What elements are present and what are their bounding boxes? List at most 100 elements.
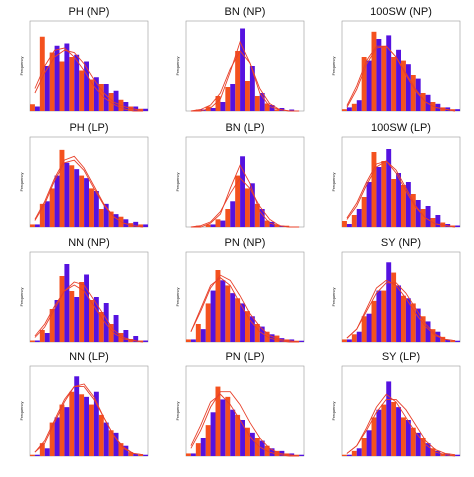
bar xyxy=(450,340,456,342)
bar xyxy=(264,220,270,227)
bar xyxy=(89,79,94,111)
bar xyxy=(49,309,55,342)
bar xyxy=(225,209,231,227)
bar xyxy=(371,417,377,456)
bar xyxy=(351,450,357,456)
fit-curve xyxy=(190,393,300,457)
fit-curve xyxy=(34,49,144,112)
bar xyxy=(220,220,226,227)
bar xyxy=(190,453,196,456)
y-axis-label: Frequency xyxy=(19,402,24,421)
bar xyxy=(240,420,245,456)
fit-curve xyxy=(346,279,456,342)
bar xyxy=(143,454,148,456)
bar xyxy=(405,420,411,456)
y-axis-label: Frequency xyxy=(19,288,24,307)
bar xyxy=(405,182,411,227)
bar xyxy=(376,409,382,456)
fit-curve xyxy=(34,386,144,456)
bar xyxy=(420,93,426,111)
bar xyxy=(108,211,114,227)
bar xyxy=(186,339,191,342)
bar xyxy=(103,422,109,456)
fit-curve xyxy=(190,164,300,228)
bar xyxy=(210,108,216,111)
bar xyxy=(396,173,401,227)
bar xyxy=(93,297,99,342)
bar xyxy=(69,391,75,456)
bar xyxy=(366,313,372,342)
bar xyxy=(371,300,377,342)
bar xyxy=(200,329,206,342)
bar xyxy=(34,454,40,456)
bar xyxy=(64,43,70,111)
bar xyxy=(259,326,265,342)
chart-title: PH (NP) xyxy=(69,6,110,18)
bar xyxy=(79,70,85,111)
bar xyxy=(455,225,460,227)
bar xyxy=(84,178,89,227)
bar xyxy=(69,291,75,342)
bar xyxy=(455,109,460,111)
bar xyxy=(376,290,382,342)
y-axis-label: Frequency xyxy=(175,288,180,307)
bar xyxy=(420,209,426,227)
bar xyxy=(113,90,119,111)
bar xyxy=(240,303,245,342)
bar xyxy=(440,336,446,342)
bar xyxy=(74,54,80,111)
bar xyxy=(54,175,60,227)
bar xyxy=(79,175,85,227)
bar xyxy=(361,57,367,111)
bar xyxy=(195,443,201,456)
bar xyxy=(39,443,45,456)
bar xyxy=(93,191,99,227)
bar xyxy=(342,339,347,342)
bar xyxy=(415,308,421,342)
bar xyxy=(123,330,129,342)
bar xyxy=(93,391,99,456)
y-axis-label: Frequency xyxy=(19,57,24,76)
bar xyxy=(123,102,129,111)
fit-curve xyxy=(190,40,300,112)
bar xyxy=(386,149,392,227)
bar xyxy=(376,167,382,227)
bar xyxy=(220,102,226,111)
bar xyxy=(84,61,89,111)
bar xyxy=(138,454,144,456)
bar xyxy=(386,35,392,111)
y-axis-label: Frequency xyxy=(175,402,180,421)
bar xyxy=(396,49,401,111)
bar xyxy=(425,206,431,227)
bar xyxy=(386,262,392,342)
bar xyxy=(215,386,221,456)
bar xyxy=(230,84,236,111)
bar xyxy=(254,203,260,227)
bar xyxy=(396,407,401,456)
bar xyxy=(391,272,397,342)
bar xyxy=(440,453,446,456)
bar xyxy=(346,107,352,111)
bar xyxy=(186,453,191,456)
bar xyxy=(84,396,89,456)
bar xyxy=(401,60,406,111)
chart-title: NN (LP) xyxy=(69,351,109,363)
chart-title: SY (LP) xyxy=(382,351,420,363)
bar xyxy=(405,64,411,111)
bar xyxy=(455,454,460,456)
bar xyxy=(235,175,241,227)
bar xyxy=(415,78,421,111)
bar xyxy=(79,282,85,342)
y-axis-label: Frequency xyxy=(331,402,336,421)
bar xyxy=(210,224,216,227)
bar xyxy=(410,427,416,456)
bar xyxy=(49,52,55,111)
chart-title: BN (NP) xyxy=(225,6,266,18)
bar xyxy=(386,381,392,456)
bar xyxy=(108,324,114,342)
bar xyxy=(249,183,255,227)
y-axis-label: Frequency xyxy=(331,57,336,76)
bar xyxy=(396,285,401,342)
bar xyxy=(420,438,426,456)
bar xyxy=(259,93,265,111)
